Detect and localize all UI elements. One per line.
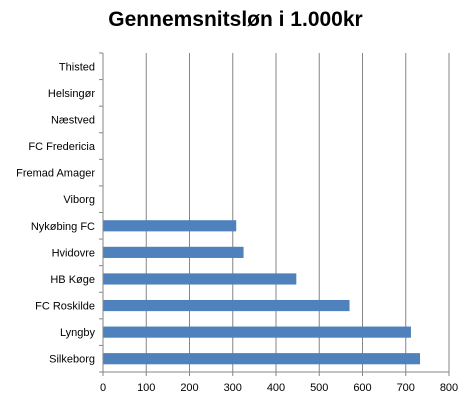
x-tick-label: 300 (224, 382, 242, 394)
bar (103, 326, 411, 338)
x-tick-label: 800 (440, 382, 458, 394)
x-tick-label: 400 (267, 382, 285, 394)
x-tick-label: 700 (397, 382, 415, 394)
x-tick-label: 100 (137, 382, 155, 394)
chart-title: Gennemsnitsløn i 1.000kr (108, 8, 363, 31)
category-label: Lyngby (60, 327, 96, 339)
category-label: Næstved (51, 114, 95, 126)
x-tick-label: 200 (180, 382, 198, 394)
category-label: HB Køge (50, 274, 95, 286)
bar (103, 299, 350, 312)
x-tick-label: 600 (353, 382, 371, 394)
category-label: Silkeborg (49, 354, 95, 366)
x-tick-label: 500 (310, 382, 328, 394)
x-tick-label: 0 (100, 382, 106, 394)
category-label: Fremad Amager (16, 168, 95, 180)
category-label: FC Roskilde (35, 301, 95, 313)
category-label: FC Fredericia (28, 141, 96, 153)
category-label: Nykøbing FC (31, 221, 95, 233)
bar (103, 220, 237, 232)
category-label: Hvidovre (52, 247, 95, 259)
bar (103, 353, 421, 365)
bar (103, 273, 297, 285)
bar (103, 246, 244, 258)
category-label: Helsingør (48, 88, 95, 100)
category-label: Viborg (63, 194, 95, 206)
category-label: Thisted (59, 61, 95, 73)
